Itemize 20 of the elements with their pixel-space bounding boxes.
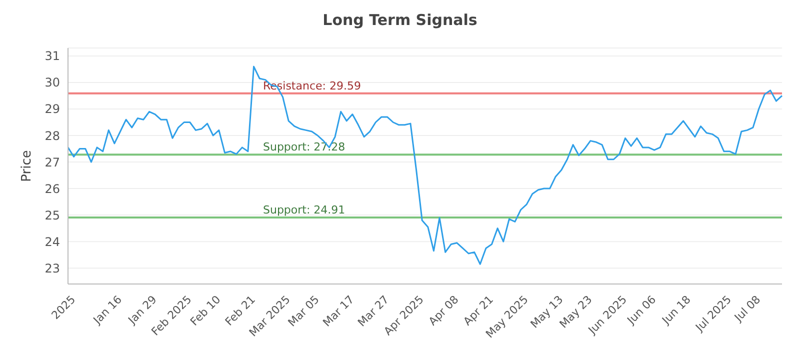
y-tick-label: 28 xyxy=(44,128,60,143)
ref-line-label: Support: 27.28 xyxy=(263,140,346,154)
y-tick-label: 30 xyxy=(44,76,60,90)
y-tick-label: 23 xyxy=(44,261,60,276)
x-tick-label: Jun 18 xyxy=(658,293,694,328)
chart-title: Long Term Signals xyxy=(322,10,478,31)
x-tick-label: Jun 06 xyxy=(624,293,659,328)
y-tick-label: 24 xyxy=(44,234,60,249)
x-tick-label: Jul 08 xyxy=(731,293,764,325)
y-axis-title: Price xyxy=(20,150,35,182)
y-tick-label: 26 xyxy=(44,182,60,196)
x-tick-label: Apr 08 xyxy=(426,293,462,328)
y-tick-label: 25 xyxy=(44,208,60,222)
ref-line-label: Support: 24.91 xyxy=(263,203,346,216)
line-series xyxy=(67,66,783,265)
y-tick-label: 29 xyxy=(44,102,60,116)
x-tick-label: Mar 17 xyxy=(320,293,357,330)
y-tick-label: 27 xyxy=(44,155,60,170)
x-tick-label: Jan 16 xyxy=(90,293,124,328)
y-tick-label: 31 xyxy=(44,49,60,64)
